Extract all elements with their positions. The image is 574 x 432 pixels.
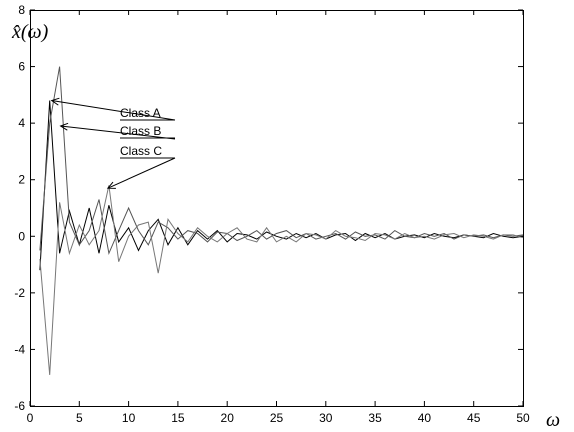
x-tick-label: 0	[27, 411, 34, 425]
y-tick-label: -2	[14, 286, 25, 300]
annotation-arrow-head	[59, 122, 69, 131]
annotation-layer: Class A Class B Class C	[50, 97, 176, 189]
y-tick-label: 6	[18, 60, 25, 74]
annotation-arrow-line	[60, 125, 176, 140]
y-tick-label: 0	[18, 229, 25, 243]
series-line-2	[39, 66, 524, 256]
series-layer	[39, 66, 524, 375]
x-axis-label: ω	[546, 409, 560, 431]
y-axis-ticks: -6 -4 -2 0 2 4 6 8	[14, 3, 523, 413]
y-tick-label: 4	[18, 116, 25, 130]
x-axis-ticks: 0 5 10 15 20 25 30 35 40 45 50	[27, 10, 530, 425]
x-tick-label: 5	[76, 411, 83, 425]
y-tick-label: 2	[18, 173, 25, 187]
annotation-arrow-head	[50, 97, 60, 106]
annotation-arrow-line	[107, 157, 176, 189]
x-tick-label: 40	[418, 411, 432, 425]
x-tick-label: 50	[516, 411, 530, 425]
annotation-arrow-head	[106, 181, 116, 189]
annotation-arrow-line	[51, 100, 176, 121]
x-tick-label: 15	[171, 411, 185, 425]
x-tick-label: 10	[122, 411, 136, 425]
annotation-label: Class B	[120, 124, 161, 138]
x-tick-label: 45	[467, 411, 481, 425]
series-line-3	[39, 185, 524, 375]
y-tick-label: -6	[14, 399, 25, 413]
annotation-label: Class A	[120, 106, 161, 120]
plot-frame	[30, 10, 524, 407]
y-axis-label: x̂(ω)	[11, 21, 49, 43]
annotation-label: Class C	[120, 144, 162, 158]
x-tick-label: 35	[368, 411, 382, 425]
x-tick-label: 30	[319, 411, 333, 425]
y-tick-label: -4	[14, 342, 25, 356]
y-tick-label: 8	[18, 3, 25, 17]
x-tick-label: 20	[221, 411, 235, 425]
x-tick-label: 25	[270, 411, 284, 425]
